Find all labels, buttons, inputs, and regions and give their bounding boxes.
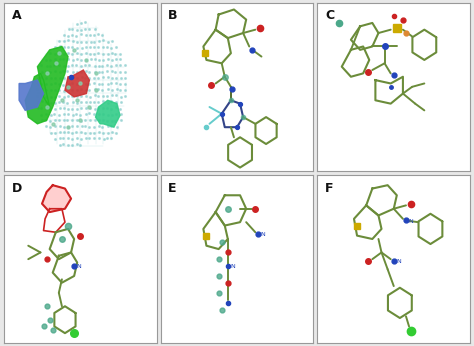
Polygon shape [96,100,120,127]
Text: N: N [396,259,401,264]
Text: E: E [168,182,177,195]
Text: N: N [408,219,413,224]
Text: F: F [325,182,333,195]
Polygon shape [19,80,44,110]
Text: N: N [230,264,235,269]
Polygon shape [65,70,90,97]
Text: N: N [76,264,81,269]
Text: N: N [261,232,265,237]
Polygon shape [42,185,71,212]
Text: B: B [168,9,178,22]
Polygon shape [25,46,68,124]
Text: D: D [11,182,22,195]
Text: C: C [325,9,334,22]
Text: A: A [11,9,21,22]
